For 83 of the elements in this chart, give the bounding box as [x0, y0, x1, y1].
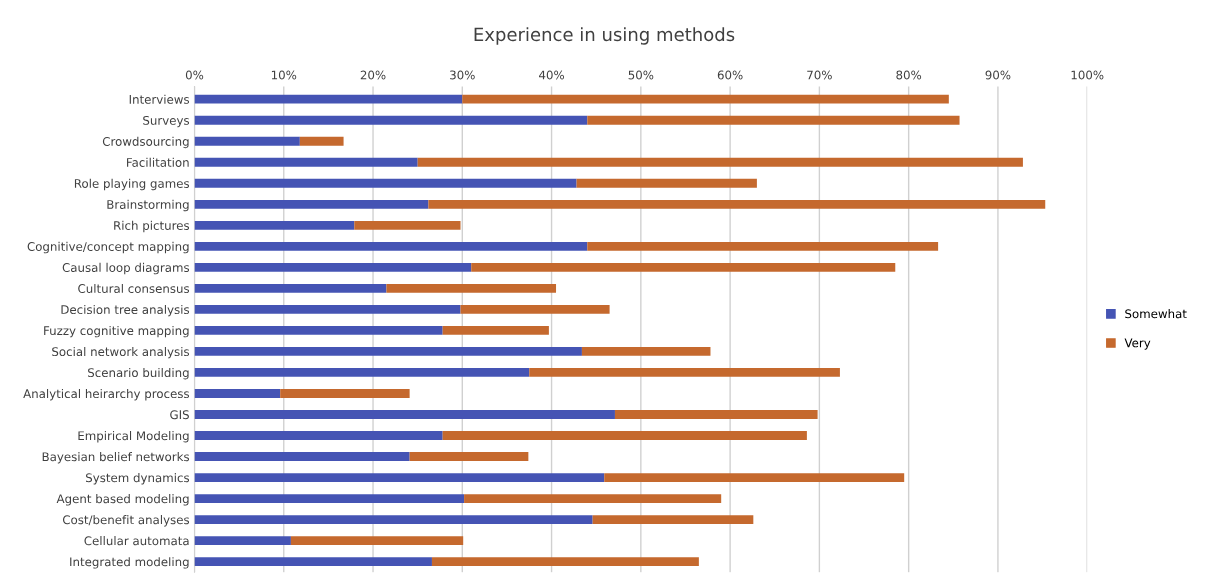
bar: [299, 136, 344, 146]
bar: [290, 536, 464, 546]
bar: [614, 410, 818, 419]
y-tick-label: Fuzzy cognitive mapping: [44, 325, 189, 338]
bar: [194, 262, 472, 272]
bar: [194, 536, 291, 546]
bar: [194, 220, 355, 230]
x-tick-label: 0%: [185, 70, 204, 80]
y-tick-label: Role playing games: [74, 178, 190, 191]
x-tick-label: 70%: [807, 70, 832, 80]
bar: [194, 431, 443, 440]
bar: [194, 557, 432, 567]
y-tick-label: Cultural consensus: [78, 283, 190, 294]
bar: [431, 557, 699, 567]
bar: [529, 368, 840, 377]
bar: [194, 157, 418, 167]
bar: [194, 410, 615, 419]
x-tick-label: 60%: [717, 70, 743, 80]
bar: [194, 304, 461, 314]
bar: [581, 347, 711, 356]
x-tick-label: 100%: [1071, 70, 1104, 80]
y-tick-label: Cost/benefit analyses: [62, 515, 190, 527]
x-tick-label: 50%: [628, 70, 654, 80]
bar: [460, 304, 610, 314]
bar: [194, 94, 463, 104]
bar: [417, 157, 1023, 167]
y-tick-label: Agent based modeling: [56, 494, 189, 506]
y-tick-label: Analytical heirarchy process: [23, 388, 190, 401]
x-tick-label: 10%: [271, 70, 297, 80]
y-tick-label: Facilitation: [127, 157, 189, 167]
bar: [194, 115, 588, 125]
x-tick-label: 80%: [896, 70, 922, 80]
bar: [280, 389, 410, 398]
bar: [194, 389, 281, 398]
bar: [592, 515, 754, 524]
chart-title: Experience in using methods: [474, 27, 735, 45]
y-tick-label: Cognitive/concept mapping: [27, 241, 189, 254]
x-tick-label: 20%: [360, 70, 386, 80]
bar: [442, 431, 807, 440]
y-tick-label: Empirical Modeling: [78, 431, 189, 443]
bar: [462, 94, 949, 104]
x-tick-label: 40%: [539, 70, 565, 80]
bar: [194, 347, 582, 356]
bar: [386, 283, 557, 293]
bar: [194, 241, 588, 251]
y-tick-label: Causal loop diagrams: [62, 262, 190, 275]
y-tick-label: GIS: [170, 410, 189, 420]
legend-label: Somewhat: [1125, 309, 1187, 319]
x-tick-label: 30%: [450, 70, 475, 80]
bar: [194, 199, 429, 209]
y-tick-label: System dynamics: [86, 473, 190, 485]
x-tick-label: 90%: [985, 70, 1011, 80]
bar: [194, 473, 605, 482]
bar: [194, 452, 410, 461]
legend-label: Very: [1124, 338, 1151, 350]
bar: [194, 136, 300, 146]
y-tick-label: Bayesian belief networks: [42, 452, 190, 464]
y-tick-label: Scenario building: [88, 367, 189, 380]
y-tick-label: Decision tree analysis: [61, 304, 190, 317]
bar: [587, 115, 960, 125]
bar: [194, 283, 387, 293]
bar: [194, 325, 443, 335]
y-tick-label: Surveys: [143, 115, 190, 128]
bar: [194, 515, 593, 524]
bar: [428, 199, 1046, 209]
y-tick-label: Rich pictures: [114, 220, 190, 233]
bar: [194, 494, 465, 503]
bar: [194, 368, 530, 377]
bar: [604, 473, 905, 482]
bar: [354, 220, 461, 230]
y-tick-label: Interviews: [129, 94, 190, 104]
bar: [471, 262, 896, 272]
y-tick-label: Social network analysis: [52, 346, 190, 359]
y-tick-label: Cellular automata: [84, 536, 189, 546]
y-tick-label: Brainstorming: [107, 199, 189, 212]
bar: [576, 178, 757, 188]
y-tick-label: Integrated modeling: [70, 557, 189, 569]
bar: [587, 241, 939, 251]
y-tick-label: Crowdsourcing: [102, 136, 189, 149]
bar: [194, 178, 577, 188]
bar: [409, 452, 529, 461]
bar: [464, 494, 722, 503]
bar: [442, 325, 549, 335]
